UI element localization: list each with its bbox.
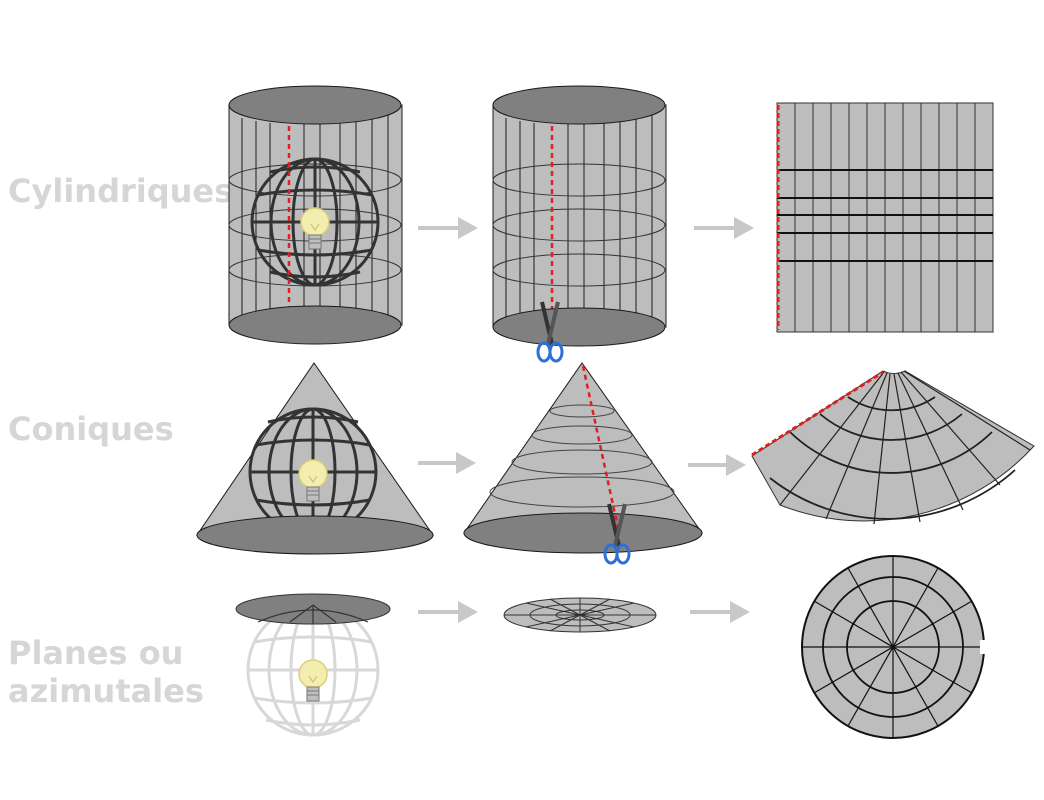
label-planes: Planes ou azimutales [8,634,204,710]
plane-with-globe [235,593,391,737]
cylinder-with-globe [228,85,403,345]
cone-cut [463,362,703,565]
cylinder-cut [492,85,667,363]
plane-disc [503,597,657,633]
arrow-right-icon [418,452,476,474]
label-coniques: Coniques [8,410,174,448]
arrow-right-icon [688,454,746,476]
cylindrical-flat-map [776,102,994,333]
light-bulb-icon [298,659,328,702]
conic-flat-map [751,370,1035,525]
arrow-right-icon [418,217,478,239]
arrow-right-icon [690,601,750,623]
arrow-right-icon [418,601,478,623]
azimuthal-flat-map [801,555,988,739]
arrow-right-icon [694,217,754,239]
cone-with-globe [196,362,434,555]
label-cylindriques: Cylindriques [8,172,234,210]
